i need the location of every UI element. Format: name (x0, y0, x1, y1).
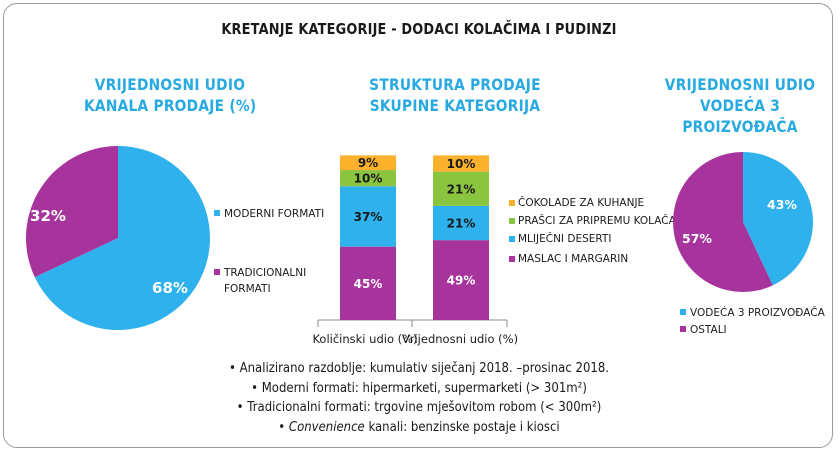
bar-segment (433, 240, 489, 320)
legend-label-modern: MODERNI FORMATI (224, 208, 324, 220)
note-modern: Moderni formati: hipermarketi, supermark… (261, 380, 587, 396)
page-title: KRETANJE KATEGORIJE - DODACI KOLAČIMA I … (221, 20, 617, 38)
left-panel-title: VRIJEDNOSNI UDIO KANALA PRODAJE (%) (70, 74, 270, 116)
pie-slice (25, 146, 119, 278)
middle-panel-title-line2: SKUPINE KATEGORIJA (369, 96, 541, 115)
note-line: • Convenience kanali: benzinske postaje … (278, 419, 560, 435)
note-period: Analizirano razdoblje: kumulativ siječan… (239, 361, 609, 376)
bar-segment (340, 186, 396, 247)
legend-label-traditional: TRADICIONALNI (223, 267, 306, 279)
bar-segment (340, 155, 396, 171)
right-panel-title-line1: VRIJEDNOSNI UDIO (664, 75, 816, 94)
legend-swatch-modern (214, 210, 220, 216)
note-convenience-italic: Convenience (288, 419, 365, 435)
bar-value-label: 45% (354, 277, 383, 291)
legend-swatch-others (680, 326, 686, 332)
pie-value-label: 32% (30, 207, 66, 225)
note-convenience-rest: kanali: benzinske postaje i kiosci (364, 419, 560, 435)
bar-value-label: 10% (447, 157, 476, 171)
middle-panel-title-line1: STRUKTURA PRODAJE (369, 75, 541, 94)
note-line: • Analizirano razdoblje: kumulativ siječ… (229, 361, 609, 376)
legend-swatch-bar (509, 236, 515, 242)
note-traditional: Tradicionalni formati: trgovine mješovit… (247, 400, 602, 415)
legend-label-bar: MASLAC I MARGARIN (518, 253, 628, 265)
bar-value-label: 21% (447, 182, 476, 196)
x-tick-label: Količinski udio (%) (312, 332, 417, 346)
bar-segment (340, 170, 396, 187)
pie-slice (34, 146, 211, 330)
legend-swatch-traditional (214, 269, 220, 275)
x-tick-label: Vrijednosni udio (%) (402, 332, 518, 346)
bar-value-label: 10% (354, 172, 383, 186)
legend-label-bar: PRAŠCI ZA PRIPREMU KOLAČA (518, 214, 677, 227)
legend-label-traditional-2: FORMATI (224, 283, 271, 295)
pie-slice (743, 152, 813, 286)
legend-label-bar: MLIJEČNI DESERTI (518, 232, 611, 245)
notes: • Analizirano razdoblje: kumulativ siječ… (0, 359, 838, 437)
legend-label-top3: VODEĆA 3 PROIZVOĐAČA (690, 306, 826, 319)
right-panel-title-line2: VODEĆA 3 (699, 96, 781, 115)
legend-label-bar: ČOKOLADE ZA KUHANJE (518, 196, 644, 209)
middle-panel-title: STRUKTURA PRODAJE SKUPINE KATEGORIJA (340, 74, 570, 116)
right-panel-title: VRIJEDNOSNI UDIO VODEĆA 3 PROIZVOĐAČA (640, 74, 838, 137)
legend-swatch-bar (509, 218, 515, 224)
bar-value-label: 9% (358, 156, 378, 170)
bar-value-label: 21% (447, 217, 476, 231)
pie-slice (673, 152, 773, 292)
bar-segment (433, 155, 489, 172)
left-panel-title-line2: KANALA PRODAJE (%) (84, 96, 257, 115)
legend-swatch-bar (509, 256, 515, 262)
legend-swatch-top3 (680, 309, 686, 315)
right-panel-title-line3: PROIZVOĐAČA (682, 117, 798, 136)
bar-segment (433, 205, 489, 241)
bar-segment (340, 246, 396, 320)
bar-segment (433, 171, 489, 206)
note-line: • Moderni formati: hipermarketi, superma… (251, 380, 587, 396)
pie-value-label: 57% (682, 231, 712, 246)
pie-value-label: 43% (767, 197, 797, 212)
pie-value-label: 68% (152, 279, 188, 297)
note-line: • Tradicionalni formati: trgovine mješov… (236, 400, 602, 415)
legend-label-others: OSTALI (690, 324, 727, 336)
bar-value-label: 37% (354, 210, 383, 224)
bar-value-label: 49% (447, 274, 476, 288)
legend-swatch-bar (509, 200, 515, 206)
left-panel-title-line1: VRIJEDNOSNI UDIO (94, 75, 246, 94)
